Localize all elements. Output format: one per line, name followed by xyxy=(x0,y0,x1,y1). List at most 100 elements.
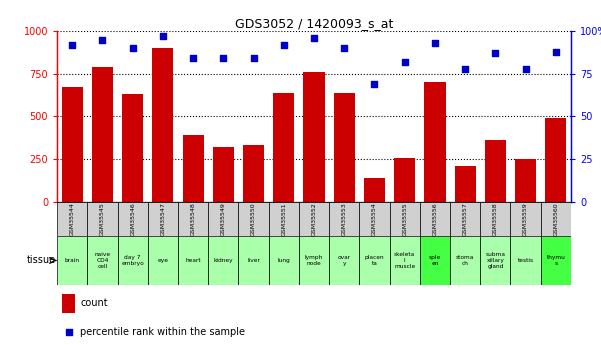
Bar xyxy=(485,140,506,202)
Bar xyxy=(510,236,541,285)
Bar xyxy=(269,202,299,236)
Text: GSM35557: GSM35557 xyxy=(463,202,468,236)
Bar xyxy=(304,72,325,202)
Text: GSM35552: GSM35552 xyxy=(311,202,317,236)
Bar xyxy=(420,236,450,285)
Bar xyxy=(243,146,264,202)
Bar xyxy=(148,236,178,285)
Point xyxy=(97,37,107,42)
Bar xyxy=(541,202,571,236)
Bar xyxy=(545,118,566,202)
Point xyxy=(219,56,228,61)
Text: brain: brain xyxy=(65,258,80,263)
Point xyxy=(551,49,561,54)
Text: GSM35546: GSM35546 xyxy=(130,202,135,236)
Text: naive
CD4
cell: naive CD4 cell xyxy=(94,252,111,269)
Text: count: count xyxy=(80,298,108,308)
Text: GSM35547: GSM35547 xyxy=(160,202,165,236)
Bar xyxy=(122,94,143,202)
Bar xyxy=(299,202,329,236)
Text: GSM35556: GSM35556 xyxy=(433,202,438,236)
Bar xyxy=(213,147,234,202)
Bar xyxy=(148,202,178,236)
Bar xyxy=(420,202,450,236)
Text: GSM35545: GSM35545 xyxy=(100,202,105,236)
Bar xyxy=(269,236,299,285)
Point xyxy=(249,56,258,61)
Text: subma
xillary
gland: subma xillary gland xyxy=(486,252,505,269)
Text: placen
ta: placen ta xyxy=(365,255,384,266)
Point xyxy=(188,56,198,61)
Text: skeleta
l
muscle: skeleta l muscle xyxy=(394,252,415,269)
Text: GSM35554: GSM35554 xyxy=(372,202,377,236)
Text: eye: eye xyxy=(157,258,168,263)
Point xyxy=(67,42,77,48)
Bar xyxy=(62,87,83,202)
Point xyxy=(490,50,500,56)
Bar xyxy=(63,294,75,313)
Text: kidney: kidney xyxy=(213,258,233,263)
Text: testis: testis xyxy=(517,258,534,263)
Bar xyxy=(334,92,355,202)
Bar xyxy=(359,236,389,285)
Bar xyxy=(299,236,329,285)
Text: percentile rank within the sample: percentile rank within the sample xyxy=(80,327,245,337)
Point xyxy=(128,45,138,51)
Bar xyxy=(450,236,480,285)
Bar xyxy=(178,236,208,285)
Title: GDS3052 / 1420093_s_at: GDS3052 / 1420093_s_at xyxy=(235,17,393,30)
Bar xyxy=(57,236,87,285)
Bar xyxy=(389,202,420,236)
Point xyxy=(309,35,319,41)
Text: thymu
s: thymu s xyxy=(546,255,566,266)
Text: tissue: tissue xyxy=(26,256,55,265)
Text: ovar
y: ovar y xyxy=(338,255,351,266)
Bar xyxy=(454,166,476,202)
Point xyxy=(279,42,288,48)
Text: GSM35548: GSM35548 xyxy=(191,202,195,236)
Bar xyxy=(359,202,389,236)
Bar xyxy=(118,236,148,285)
Bar xyxy=(118,202,148,236)
Point xyxy=(158,33,168,39)
Text: GSM35553: GSM35553 xyxy=(342,202,347,236)
Bar xyxy=(273,92,294,202)
Point xyxy=(370,81,379,87)
Bar xyxy=(510,202,541,236)
Text: GSM35560: GSM35560 xyxy=(554,202,558,236)
Bar xyxy=(329,236,359,285)
Bar xyxy=(208,236,239,285)
Bar xyxy=(480,236,510,285)
Text: sple
en: sple en xyxy=(429,255,441,266)
Bar xyxy=(389,236,420,285)
Bar xyxy=(208,202,239,236)
Bar xyxy=(450,202,480,236)
Text: heart: heart xyxy=(185,258,201,263)
Bar xyxy=(183,135,204,202)
Text: stoma
ch: stoma ch xyxy=(456,255,474,266)
Text: lymph
node: lymph node xyxy=(305,255,323,266)
Text: GSM35559: GSM35559 xyxy=(523,202,528,236)
Bar xyxy=(57,202,87,236)
Point xyxy=(64,329,73,335)
Bar xyxy=(239,202,269,236)
Text: GSM35549: GSM35549 xyxy=(221,202,226,236)
Point xyxy=(340,45,349,51)
Text: GSM35555: GSM35555 xyxy=(402,202,407,236)
Point xyxy=(430,40,440,46)
Bar xyxy=(541,236,571,285)
Text: liver: liver xyxy=(247,258,260,263)
Bar xyxy=(239,236,269,285)
Bar xyxy=(424,82,445,202)
Text: GSM35550: GSM35550 xyxy=(251,202,256,236)
Bar xyxy=(87,236,118,285)
Text: day 7
embryo: day 7 embryo xyxy=(121,255,144,266)
Point xyxy=(460,66,470,71)
Bar xyxy=(515,159,536,202)
Text: lung: lung xyxy=(278,258,290,263)
Text: GSM35551: GSM35551 xyxy=(281,202,286,236)
Text: GSM35558: GSM35558 xyxy=(493,202,498,236)
Bar xyxy=(92,67,113,202)
Bar xyxy=(364,178,385,202)
Bar xyxy=(394,158,415,202)
